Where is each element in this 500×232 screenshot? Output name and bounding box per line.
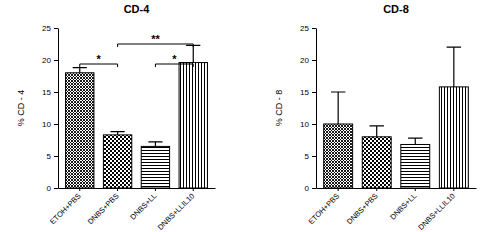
significance-label: * xyxy=(172,53,177,65)
chart: CD-8 0 5 10 15 20 25 % CD - 8 ETOH+PBSDNBS+PBS DN… xyxy=(274,3,477,232)
y-tick-mark xyxy=(54,156,58,157)
error-bar xyxy=(408,138,422,144)
y-tick: 15 xyxy=(300,88,316,97)
x-tick: DNBS+LLIL10 xyxy=(156,188,196,232)
x-tick: DNBS+LLIL10 xyxy=(416,188,456,232)
x-tick-label: DNBS+LL xyxy=(128,191,158,221)
x-axis-line xyxy=(317,188,477,189)
y-axis-label: % CD - 4 xyxy=(16,90,26,127)
x-tick-mark xyxy=(338,188,339,191)
y-tick: 0 xyxy=(305,184,316,193)
x-tick-label: ETOH+PBS xyxy=(48,191,83,226)
y-tick-label: 15 xyxy=(300,88,309,97)
y-tick-label: 20 xyxy=(300,56,309,65)
error-bar xyxy=(447,47,461,87)
y-tick-mark xyxy=(54,124,58,125)
y-tick: 10 xyxy=(300,120,316,129)
x-tick: DNBS+LL xyxy=(128,188,158,222)
x-tick-label: DNBS+LLIL10 xyxy=(416,191,456,231)
x-axis: ETOH+PBSDNBS+PBS DNBS+LLDNBS+LLIL10 xyxy=(306,188,476,232)
x-tick-mark xyxy=(155,188,156,191)
x-tick: DNBS+LL xyxy=(388,188,418,222)
y-tick: 25 xyxy=(300,24,316,33)
x-axis: ETOH+PBSDNBS+PBSDNBS+LLDNBS+LLIL10 xyxy=(48,188,215,232)
bar xyxy=(362,137,391,188)
title: CD-8 xyxy=(383,3,409,15)
bar xyxy=(141,146,169,188)
x-tick-label: DNBS+PBS xyxy=(86,191,121,226)
plot-area xyxy=(324,47,469,188)
error-bar xyxy=(331,92,345,124)
y-tick: 0 xyxy=(47,184,58,193)
chart: CD-40510152025% CD - 4ETOH+PBSDNBS+PBSDN… xyxy=(16,3,216,232)
y-tick-mark xyxy=(54,28,58,29)
x-tick-mark xyxy=(453,188,454,191)
y-tick-mark xyxy=(54,92,58,93)
y-tick: 5 xyxy=(305,152,316,161)
y-axis-line xyxy=(316,29,317,189)
plot-area xyxy=(66,45,208,188)
x-tick-label: ETOH+PBS xyxy=(306,191,341,226)
x-tick-label: DNBS+LL xyxy=(388,191,418,221)
bar xyxy=(103,135,131,188)
significance-label: * xyxy=(97,53,102,65)
bar xyxy=(66,73,94,188)
x-tick-mark xyxy=(376,188,377,191)
y-tick-mark xyxy=(312,188,316,189)
y-tick-mark xyxy=(312,156,316,157)
y-tick: 20 xyxy=(300,56,316,65)
x-tick: ETOH+PBS xyxy=(306,188,341,226)
y-tick-mark xyxy=(312,92,316,93)
figure: CD-40510152025% CD - 4ETOH+PBSDNBS+PBSDN… xyxy=(0,0,500,232)
title: CD-4 xyxy=(124,3,151,15)
y-tick-label: 20 xyxy=(42,56,51,65)
x-tick-mark xyxy=(117,188,118,191)
y-tick-label: 0 xyxy=(305,184,310,193)
error-bar xyxy=(369,126,383,137)
y-tick-mark xyxy=(54,60,58,61)
y-axis: 0 5 10 15 20 25 xyxy=(42,24,58,193)
y-axis-label: % CD - 8 xyxy=(274,90,284,127)
y-tick: 10 xyxy=(42,120,58,129)
y-tick-label: 15 xyxy=(42,88,51,97)
y-tick-label: 5 xyxy=(305,152,310,161)
x-tick-label: DNBS+PBS xyxy=(345,191,380,226)
error-bar xyxy=(73,68,87,73)
y-tick: 5 xyxy=(47,152,58,161)
y-tick-mark xyxy=(312,28,316,29)
x-tick-mark xyxy=(79,188,80,191)
y-tick-label: 10 xyxy=(42,120,51,129)
x-tick: ETOH+PBS xyxy=(48,188,83,226)
error-bar xyxy=(186,45,200,62)
y-tick-label: 0 xyxy=(47,184,52,193)
bar xyxy=(179,63,207,188)
y-tick-label: 25 xyxy=(300,24,309,33)
y-tick-mark xyxy=(312,60,316,61)
y-axis-line xyxy=(58,29,59,189)
bar xyxy=(324,124,353,188)
y-axis: 0 5 10 15 20 25 xyxy=(300,24,316,193)
x-tick-mark xyxy=(415,188,416,191)
x-tick: DNBS+PBS xyxy=(345,188,380,226)
bar xyxy=(401,144,430,188)
x-axis-line xyxy=(59,188,216,189)
error-bar xyxy=(148,142,162,146)
y-tick-mark xyxy=(54,188,58,189)
y-tick: 25 xyxy=(42,24,58,33)
y-tick: 15 xyxy=(42,88,58,97)
y-tick: 20 xyxy=(42,56,58,65)
error-bar xyxy=(110,132,124,135)
significance-label: ** xyxy=(151,33,160,45)
y-tick-label: 10 xyxy=(300,120,309,129)
y-tick-mark xyxy=(312,124,316,125)
x-tick-mark xyxy=(193,188,194,191)
bar xyxy=(439,87,468,188)
x-tick: DNBS+PBS xyxy=(86,188,121,226)
y-tick-label: 25 xyxy=(42,24,51,33)
x-tick-label: DNBS+LLIL10 xyxy=(156,191,196,231)
y-tick-label: 5 xyxy=(47,152,52,161)
